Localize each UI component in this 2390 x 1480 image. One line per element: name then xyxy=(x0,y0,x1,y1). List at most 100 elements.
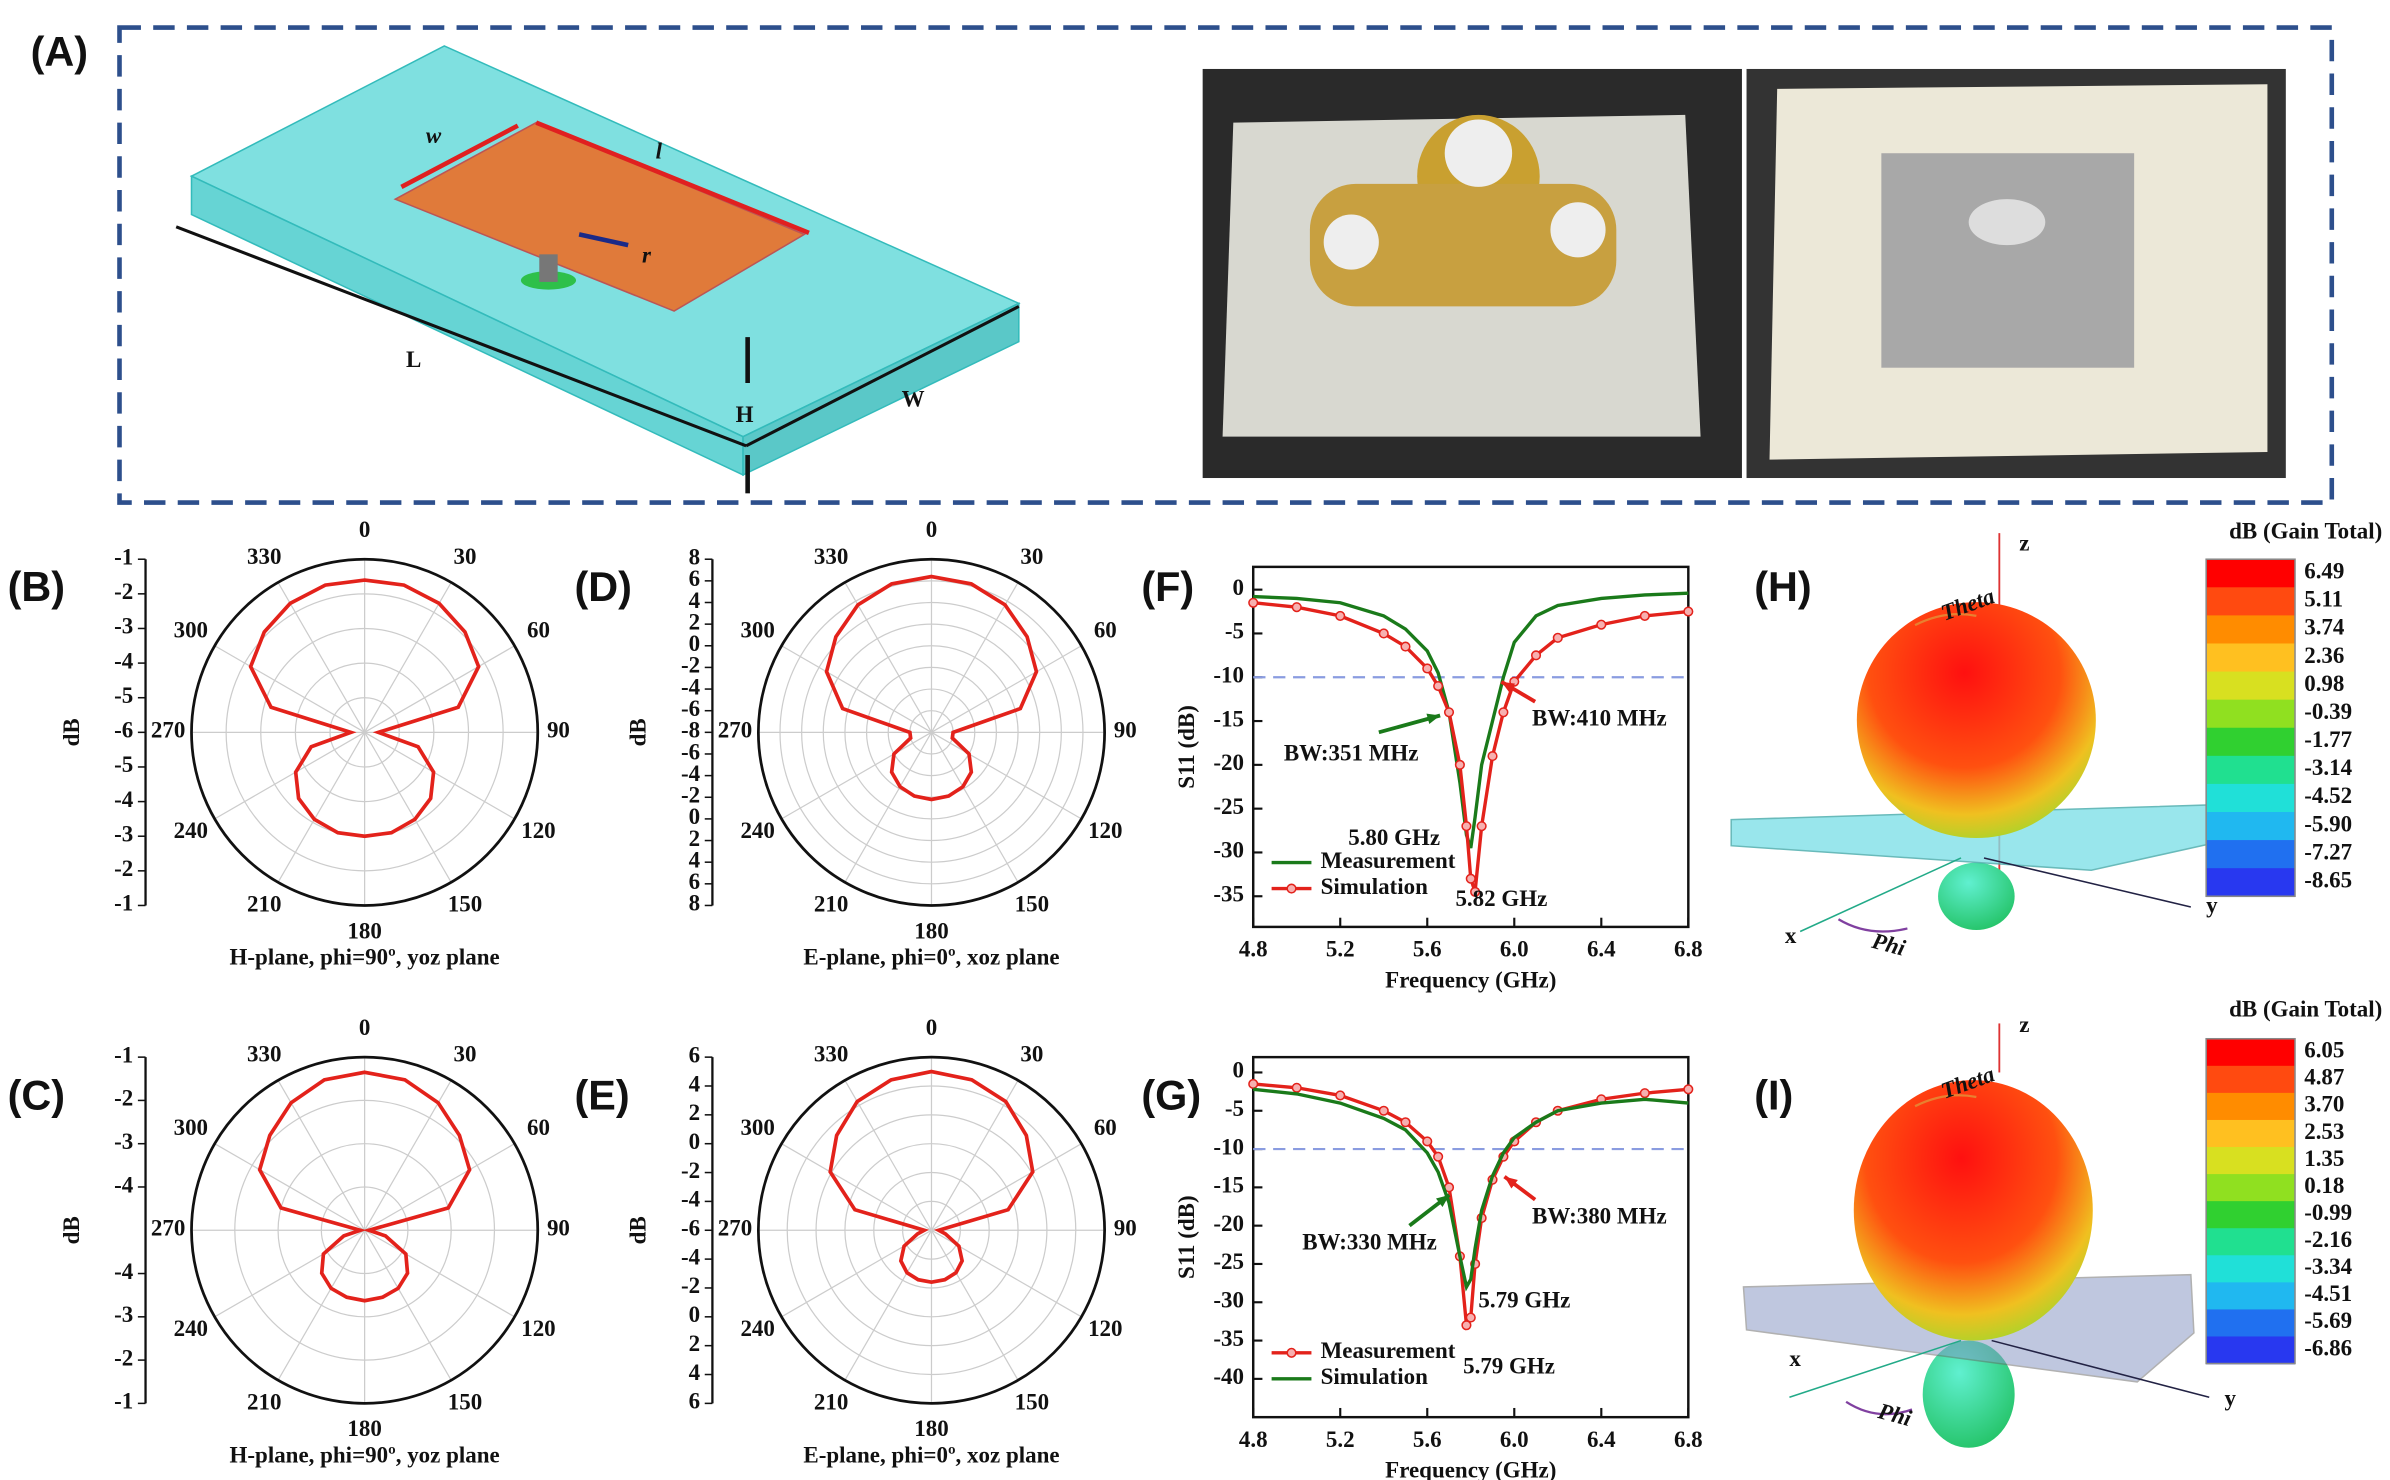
angle-label: 120 xyxy=(521,818,555,843)
spoke xyxy=(364,645,515,733)
series-marker xyxy=(1461,1320,1472,1331)
r-tick-label: -4 xyxy=(681,761,701,786)
colorbar-cell xyxy=(2206,812,2296,841)
r-tick-label: -4 xyxy=(681,1187,701,1212)
colorbar-cell xyxy=(2206,587,2296,617)
annotation: 5.80 GHz xyxy=(1348,825,1440,850)
angle-label: 240 xyxy=(740,1316,774,1341)
grid-ring xyxy=(844,1143,1019,1318)
angle-name: Phi xyxy=(1869,928,1909,961)
series-marker xyxy=(1400,641,1411,652)
x-tick-label: 6.0 xyxy=(1500,1427,1529,1452)
y-tick-label: -35 xyxy=(1213,882,1244,907)
angle-label: 300 xyxy=(174,617,208,642)
colorbar-cell xyxy=(2206,671,2296,701)
angle-label: 30 xyxy=(1020,544,1043,569)
series-marker xyxy=(1335,1090,1346,1101)
colorbar-label: -3.14 xyxy=(2304,755,2352,780)
pattern-curve xyxy=(248,578,481,839)
r-axis-label: dB xyxy=(59,1216,84,1244)
dimension-label: L xyxy=(406,347,421,372)
panel-h-art xyxy=(1730,533,2230,933)
r-tick-label: -6 xyxy=(114,718,133,743)
y-tick-label: -15 xyxy=(1213,706,1244,731)
x-tick-label: 5.2 xyxy=(1326,1427,1355,1452)
y-tick-label: -10 xyxy=(1213,1134,1244,1159)
r-tick-label: -3 xyxy=(114,1302,133,1327)
grid-ring xyxy=(815,1114,1048,1347)
colorbar-label: 0.18 xyxy=(2304,1173,2344,1198)
angle-label: 300 xyxy=(740,617,774,642)
colorbar-label: -4.51 xyxy=(2304,1281,2352,1306)
grid-ring xyxy=(822,623,1041,842)
legend-label: Simulation xyxy=(1321,1364,1428,1389)
y-tick-label: -20 xyxy=(1213,1211,1244,1236)
series-marker xyxy=(1454,759,1465,770)
angle-label: 330 xyxy=(247,544,281,569)
colorbar-label: 4.87 xyxy=(2304,1065,2344,1090)
colorbar-label: -0.39 xyxy=(2304,699,2352,724)
y-tick-label: 0 xyxy=(1233,575,1244,600)
angle-label: 180 xyxy=(347,918,381,943)
colorbar-label: 5.11 xyxy=(2304,587,2343,612)
colorbar-cell xyxy=(2206,840,2296,869)
series-marker xyxy=(1461,821,1472,832)
annotation: 5.79 GHz xyxy=(1463,1353,1555,1378)
caption: H-plane, phi=90º, yoz plane xyxy=(230,944,500,969)
pattern-curve xyxy=(257,1070,472,1303)
r-axis-label: dB xyxy=(59,718,84,746)
x-axis-label: Frequency (GHz) xyxy=(1385,967,1556,992)
r-tick-label: -3 xyxy=(114,821,133,846)
r-tick-label: 4 xyxy=(689,1071,701,1096)
y-tick-label: -35 xyxy=(1213,1326,1244,1351)
r-tick-label: -2 xyxy=(114,579,133,604)
angle-label: 30 xyxy=(453,1042,476,1067)
angle-label: 150 xyxy=(1015,1389,1049,1414)
angle-label: 0 xyxy=(359,517,370,542)
panel-i-art xyxy=(1742,1023,2210,1448)
y-tick-label: -25 xyxy=(1213,1249,1244,1274)
arrow-head xyxy=(1504,1176,1518,1189)
colorbar-label: 2.53 xyxy=(2304,1119,2344,1144)
series-marker xyxy=(1400,1117,1411,1128)
colorbar-label: 6.49 xyxy=(2304,559,2344,584)
r-tick-label: -4 xyxy=(114,648,134,673)
axis-name: z xyxy=(2019,531,2029,556)
x-tick-label: 6.8 xyxy=(1674,937,1703,962)
caption: E-plane, phi=0º, xoz plane xyxy=(803,1442,1059,1467)
r-tick-label: -5 xyxy=(114,683,133,708)
spoke xyxy=(364,582,452,733)
plot-frame xyxy=(1251,565,1690,929)
series-marker xyxy=(1639,1088,1650,1099)
x-tick-label: 5.2 xyxy=(1326,937,1355,962)
y-tick-label: -40 xyxy=(1213,1364,1244,1389)
angle-label: 0 xyxy=(926,517,937,542)
panel-a-art xyxy=(117,25,2335,505)
dimension-label: w xyxy=(426,123,442,148)
series-marker xyxy=(1378,1105,1389,1116)
colorbar-label: -7.27 xyxy=(2304,839,2352,864)
angle-label: 330 xyxy=(247,1042,281,1067)
grid-ring xyxy=(873,1171,990,1289)
y-tick-label: 0 xyxy=(1233,1058,1244,1083)
angle-label: 60 xyxy=(1094,617,1117,642)
angle-label: 240 xyxy=(174,1316,208,1341)
grid-ring xyxy=(277,1143,452,1318)
angle-label: 30 xyxy=(1020,1042,1043,1067)
angle-label: 270 xyxy=(718,1216,752,1241)
colorbar-cell xyxy=(2206,1092,2296,1121)
annotation: 5.79 GHz xyxy=(1478,1288,1570,1313)
angle-label: 270 xyxy=(151,718,185,743)
colorbar-cell xyxy=(2206,643,2296,673)
colorbar-cell xyxy=(2206,783,2296,813)
angle-label: 60 xyxy=(527,1115,550,1140)
r-tick-label: -1 xyxy=(114,1389,133,1414)
colorbar-cell xyxy=(2206,615,2296,645)
colorbar-label: -6.86 xyxy=(2304,1335,2352,1360)
angle-label: 60 xyxy=(527,617,550,642)
arrow-head xyxy=(1435,1195,1450,1208)
colorbar-cell xyxy=(2206,1255,2296,1284)
grid-ring xyxy=(887,688,976,777)
panel-label: (G) xyxy=(1141,1072,1201,1118)
